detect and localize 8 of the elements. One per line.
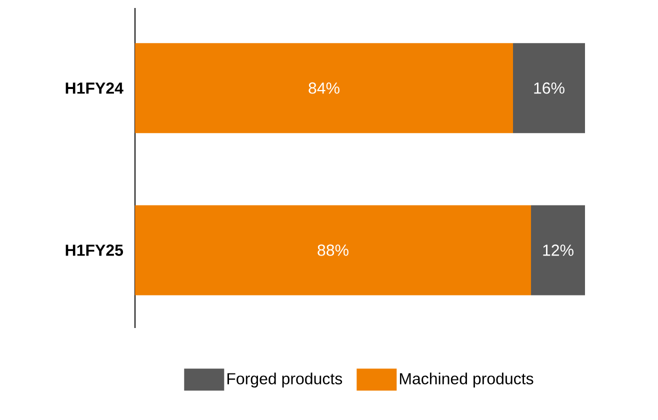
data-label: 12% [543,244,574,256]
legend-label: Forged products [227,372,342,388]
y-tick-label: H1FY24 [66,82,124,94]
data-label: 84% [308,82,340,94]
y-tick-label: H1FY25 [66,244,124,256]
data-label: 88% [318,244,348,256]
legend-label: Machined products [400,372,534,388]
data-label: 16% [534,82,564,94]
